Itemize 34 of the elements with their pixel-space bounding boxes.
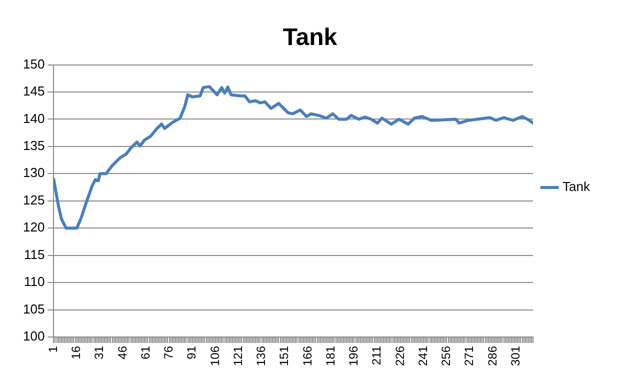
x-tick-label: 166 [300, 346, 314, 366]
x-tick-label: 241 [416, 346, 430, 366]
x-tick-label: 1 [46, 346, 60, 353]
legend-label: Tank [562, 179, 590, 194]
x-tick-label: 16 [69, 346, 84, 360]
x-tick-label: 211 [370, 346, 384, 366]
x-tick-label: 196 [346, 346, 361, 366]
y-tick-label: 115 [24, 246, 45, 262]
x-tick-label: 91 [184, 346, 199, 360]
y-tick-label: 145 [22, 84, 45, 99]
x-tick-label: 226 [392, 346, 407, 366]
y-tick-label: 100 [22, 328, 45, 344]
x-tick-label: 151 [277, 346, 292, 366]
x-tick-label: 136 [254, 346, 268, 366]
x-tick-label: 46 [115, 346, 130, 360]
x-tick-label: 286 [485, 346, 500, 366]
x-tick-label: 301 [508, 346, 522, 366]
y-tick-label: 130 [22, 165, 45, 180]
chart-title: Tank [282, 24, 338, 52]
x-tick-label: 181 [323, 346, 338, 366]
x-tick-label: 256 [439, 346, 454, 366]
x-tick-label: 106 [208, 346, 222, 366]
y-tick-label: 120 [22, 220, 45, 235]
y-tick-label: 125 [22, 192, 45, 208]
y-tick-label: 105 [22, 301, 45, 316]
y-tick-label: 110 [24, 274, 45, 290]
x-tick-label: 76 [162, 346, 176, 360]
x-tick-label: 61 [138, 346, 152, 360]
y-tick-label: 135 [22, 138, 45, 154]
y-tick-label: 150 [22, 56, 45, 72]
x-tick-label: 271 [462, 346, 476, 366]
x-tick-label: 121 [230, 346, 245, 366]
y-tick-label: 140 [22, 110, 45, 126]
x-tick-label: 31 [92, 346, 106, 360]
